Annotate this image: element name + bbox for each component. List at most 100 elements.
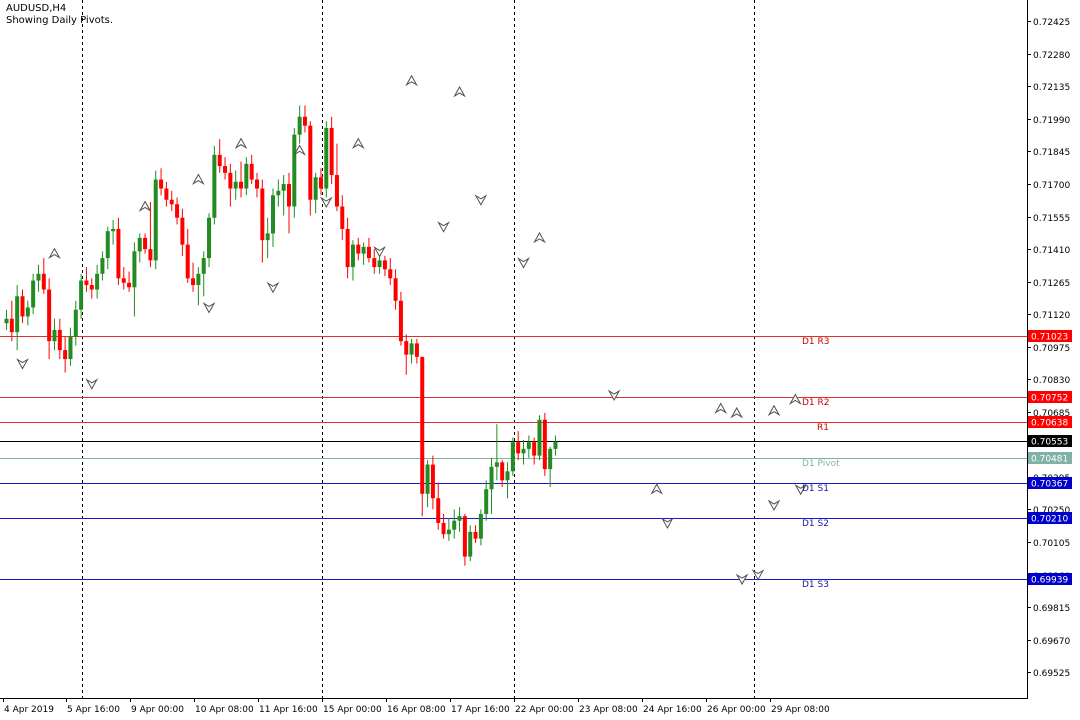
price-tag-d1-s2-bg [1028,512,1072,524]
candle-body [143,237,148,250]
candle-body [398,300,403,342]
candle-body [111,228,116,232]
candle-body [356,244,361,254]
up-fractal-icon [351,137,365,150]
candle-body [249,163,254,180]
price-tick-label: 0.71555 [1033,214,1070,224]
candle-body [302,116,307,126]
time-tick-label: 26 Apr 00:00 [707,705,766,715]
time-tick-label: 15 Apr 00:00 [323,705,382,715]
candle-body [265,233,270,241]
candle-body [409,343,414,355]
pivot-name-r1: R1 [817,423,829,433]
candle-body [196,273,201,286]
pivot-name-d1-pivot: D1 Pivot [802,459,840,469]
candle-body [20,296,25,317]
candle-body [217,154,222,167]
candle-body [457,516,462,521]
candle-body [548,448,553,470]
price-tick-label: 0.70250 [1033,506,1070,516]
candle-body [9,318,14,333]
candle-body [542,419,547,470]
down-fractal-icon [607,389,621,402]
candle-body [516,442,521,454]
candle-body [89,285,94,290]
candle-body [452,520,457,530]
candle-body [521,448,526,454]
candle-body [340,206,345,229]
candle-body [318,177,323,189]
candle-body [276,190,281,196]
candle-body [260,188,265,241]
candle-body [468,531,473,557]
time-tick-label: 16 Apr 08:00 [387,705,446,715]
price-tick-label: 0.69525 [1033,669,1070,679]
price-tag-d1-pivot-bg [1028,452,1072,464]
time-tick-label: 17 Apr 16:00 [451,705,510,715]
price-axis-ticks: 0.72425 0.72280 0.72135 0.71990 0.71845 0.717… [1027,18,1070,679]
chart-symbol-title: AUDUSD,H4 [6,3,67,14]
price-tick-label: 0.71410 [1033,246,1070,256]
candle-body [313,177,318,200]
price-tag-d1-r2-bg [1028,391,1072,403]
price-tick-label: 0.70830 [1033,376,1070,386]
up-fractal-icon [767,404,781,417]
down-fractal-icon [266,281,280,294]
price-tag-d1-s3-label: 0.69939 [1031,576,1068,586]
candle-body [169,199,174,205]
candle-body [239,181,244,189]
candle-body [505,471,510,481]
candle-body [159,179,164,189]
up-fractal-icon [192,173,205,185]
time-tick-label: 11 Apr 16:00 [259,705,318,715]
candle-body [350,244,355,268]
candle-body [478,513,483,539]
candle-body [436,498,441,523]
candle-body [79,280,84,310]
up-fractal-icon [788,393,802,405]
pivot-name-d1-s1: D1 S1 [802,484,829,494]
candle-body [532,442,537,456]
candle-body [68,336,73,360]
down-fractal-icon [373,245,386,258]
candle-body [441,522,446,535]
price-tick-label: 0.72425 [1033,18,1070,28]
candle-body [164,188,169,200]
candle-body [329,127,334,176]
candle-body [228,172,233,189]
price-tick-label: 0.70685 [1033,409,1070,419]
candle-body [137,237,142,252]
price-tick-label: 0.72135 [1033,83,1070,93]
candle-body [57,329,62,351]
candle-body [414,343,419,357]
candle-body [132,251,137,288]
candle-body [244,163,249,189]
time-tick-label: 9 Apr 00:00 [131,705,184,715]
down-fractal-icon [767,499,781,512]
price-tick-label: 0.69815 [1033,604,1070,614]
price-tick-label: 0.71700 [1033,181,1070,191]
candle-body [15,296,20,333]
day-separators [82,0,755,698]
candle-body [334,175,339,207]
candle-body [31,280,36,308]
down-fractal-icon [319,196,333,209]
down-fractal-icon [661,517,674,529]
time-tick-label: 5 Apr 16:00 [67,705,120,715]
chart-indicator-subtitle: Showing Daily Pivots. [6,15,114,26]
pivot-name-d1-s2: D1 S2 [802,519,829,529]
price-tag-r1-label: 0.70638 [1031,419,1068,429]
pivot-lines [0,336,1027,580]
price-tick-label: 0.71265 [1033,279,1070,289]
price-tag-d1-r2-label: 0.70752 [1031,394,1068,404]
price-tag-d1-pivot-label: 0.70481 [1031,455,1068,465]
candle-body [201,258,206,274]
candle-body [36,273,41,281]
candle-body [297,116,302,135]
fractal-markers [16,74,808,586]
candle-body [233,181,238,189]
candle-body [212,154,217,218]
candle-body [446,529,451,535]
price-tick-label: 0.70975 [1033,344,1070,354]
